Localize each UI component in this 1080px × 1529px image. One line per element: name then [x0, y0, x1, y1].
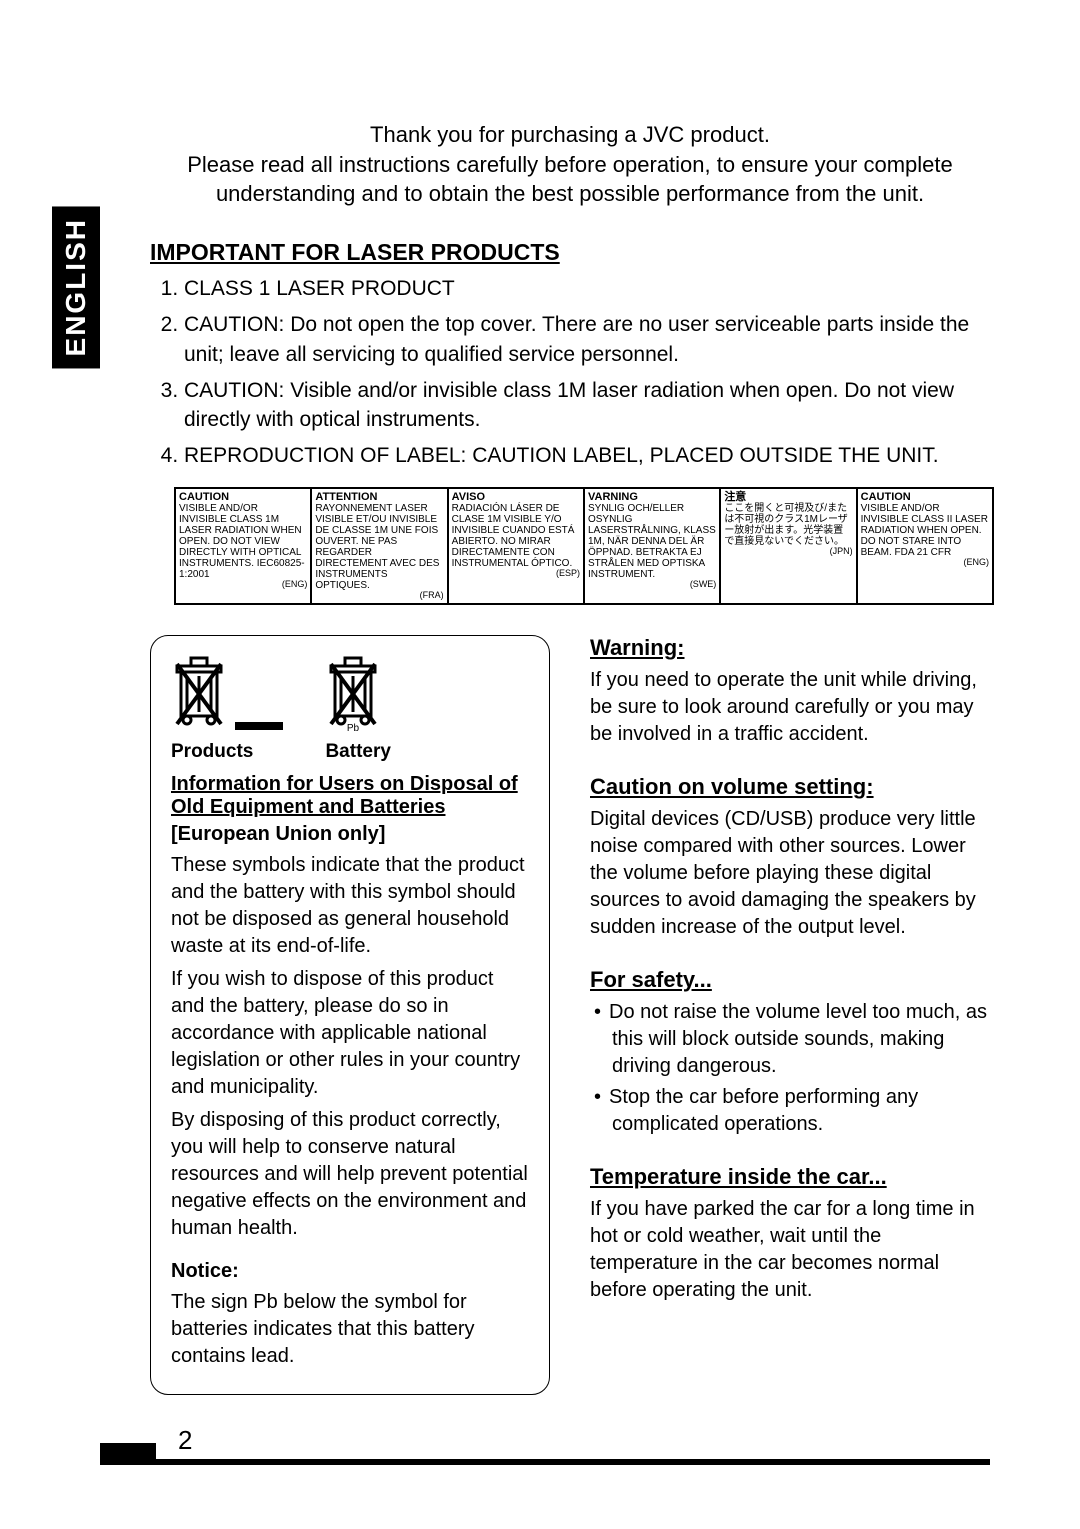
temperature-body: If you have parked the car for a long ti… [590, 1196, 990, 1304]
laser-item-2-text: Do not open the top cover. There are no … [184, 313, 969, 366]
wheeled-bin-icon [171, 654, 227, 732]
volume-block: Caution on volume setting: Digital devic… [590, 774, 990, 941]
laser-item-2: CAUTION: Do not open the top cover. Ther… [184, 310, 990, 370]
safety-item: Stop the car before performing any compl… [594, 1084, 990, 1138]
label-lang: (FRA) [315, 591, 443, 601]
black-bar-icon [231, 720, 287, 732]
safety-list: Do not raise the volume level too much, … [590, 999, 990, 1138]
label-lang: (ENG) [861, 558, 989, 568]
label-cell: CAUTION VISIBLE AND/OR INVISIBLE CLASS I… [856, 489, 992, 603]
safety-block: For safety... Do not raise the volume le… [590, 967, 990, 1138]
two-column-layout: Products [150, 635, 990, 1395]
label-lang: (ESP) [452, 569, 580, 579]
temperature-heading: Temperature inside the car... [590, 1164, 990, 1190]
wheeled-bin-icon: Pb [325, 654, 381, 732]
disposal-para3: By disposing of this product correctly, … [171, 1107, 529, 1242]
laser-item-3-text: Visible and/or invisible class 1M laser … [184, 379, 954, 432]
label-cell: AVISO RADIACIÓN LÁSER DE CLASE 1M VISIBL… [447, 489, 583, 603]
caution-prefix: CAUTION: [184, 310, 284, 340]
right-column: Warning: If you need to operate the unit… [590, 635, 990, 1395]
volume-heading: Caution on volume setting: [590, 774, 990, 800]
disposal-para1: These symbols indicate that the product … [171, 852, 529, 960]
laser-title: IMPORTANT FOR LASER PRODUCTS [150, 239, 990, 266]
label-head: VARNING [588, 491, 716, 503]
safety-item: Do not raise the volume level too much, … [594, 999, 990, 1080]
svg-text:Pb: Pb [347, 723, 360, 732]
disposal-subheading: [European Union only] [171, 823, 529, 846]
left-column: Products [150, 635, 550, 1395]
safety-heading: For safety... [590, 967, 990, 993]
warning-body: If you need to operate the unit while dr… [590, 667, 990, 748]
label-lang: (SWE) [588, 580, 716, 590]
label-lang: (JPN) [724, 547, 852, 557]
label-body: RADIACIÓN LÁSER DE CLASE 1M VISIBLE Y/O … [452, 503, 580, 569]
footer-chip-icon [100, 1443, 156, 1465]
disposal-heading: Information for Users on Disposal of Old… [171, 773, 529, 819]
warning-heading: Warning: [590, 635, 990, 661]
footer-rule [100, 1459, 990, 1465]
label-body: SYNLIG OCH/ELLER OSYNLIG LASERSTRÅLNING,… [588, 503, 716, 580]
page-footer: 2 [100, 1459, 990, 1465]
page-content: Thank you for purchasing a JVC product. … [0, 0, 1080, 1435]
battery-icon-group: Pb Battery [325, 654, 390, 763]
notice-heading: Notice: [171, 1260, 529, 1283]
disposal-icons: Products [171, 654, 529, 763]
intro-line2: Please read all instructions carefully b… [150, 150, 990, 209]
label-row: CAUTION VISIBLE AND/OR INVISIBLE CLASS 1… [176, 489, 992, 603]
intro-block: Thank you for purchasing a JVC product. … [150, 120, 990, 209]
notice-body: The sign Pb below the symbol for batteri… [171, 1289, 529, 1370]
caution-prefix: CAUTION: [184, 376, 284, 406]
warning-block: Warning: If you need to operate the unit… [590, 635, 990, 748]
language-tab: ENGLISH [52, 206, 100, 368]
temperature-block: Temperature inside the car... If you hav… [590, 1164, 990, 1304]
label-body: VISIBLE AND/OR INVISIBLE CLASS II LASER … [861, 503, 989, 558]
laser-list: CLASS 1 LASER PRODUCT CAUTION: Do not op… [150, 274, 990, 471]
laser-item-1: CLASS 1 LASER PRODUCT [184, 274, 990, 304]
label-head: ATTENTION [315, 491, 443, 503]
laser-item-3: CAUTION: Visible and/or invisible class … [184, 376, 990, 436]
label-head: CAUTION [861, 491, 989, 503]
laser-item-1-text: CLASS 1 LASER PRODUCT [184, 277, 455, 300]
label-head: 注意 [724, 491, 852, 503]
label-lang: (ENG) [179, 580, 307, 590]
disposal-box: Products [150, 635, 550, 1395]
caution-label-figure: CAUTION VISIBLE AND/OR INVISIBLE CLASS 1… [174, 487, 994, 605]
label-cell: VARNING SYNLIG OCH/ELLER OSYNLIG LASERST… [583, 489, 719, 603]
intro-line1: Thank you for purchasing a JVC product. [150, 120, 990, 150]
laser-item-4: REPRODUCTION OF LABEL: CAUTION LABEL, PL… [184, 441, 990, 471]
battery-caption: Battery [325, 741, 390, 763]
page-number: 2 [170, 1425, 200, 1456]
label-body: RAYONNEMENT LASER VISIBLE ET/OU INVISIBL… [315, 503, 443, 591]
label-cell: CAUTION VISIBLE AND/OR INVISIBLE CLASS 1… [176, 489, 310, 603]
label-body: ここを開くと可視及び/または不可視のクラス1Mレーザー放射が出ます。光学装置で直… [724, 503, 852, 547]
disposal-para2: If you wish to dispose of this product a… [171, 966, 529, 1101]
volume-body: Digital devices (CD/USB) produce very li… [590, 806, 990, 941]
label-cell: ATTENTION RAYONNEMENT LASER VISIBLE ET/O… [310, 489, 446, 603]
label-head: AVISO [452, 491, 580, 503]
label-body: VISIBLE AND/OR INVISIBLE CLASS 1M LASER … [179, 503, 307, 580]
label-head: CAUTION [179, 491, 307, 503]
laser-item-4-text: REPRODUCTION OF LABEL: CAUTION LABEL, PL… [184, 444, 939, 467]
products-caption: Products [171, 741, 287, 763]
label-cell: 注意 ここを開くと可視及び/または不可視のクラス1Mレーザー放射が出ます。光学装… [719, 489, 855, 603]
products-icon-group: Products [171, 654, 287, 763]
